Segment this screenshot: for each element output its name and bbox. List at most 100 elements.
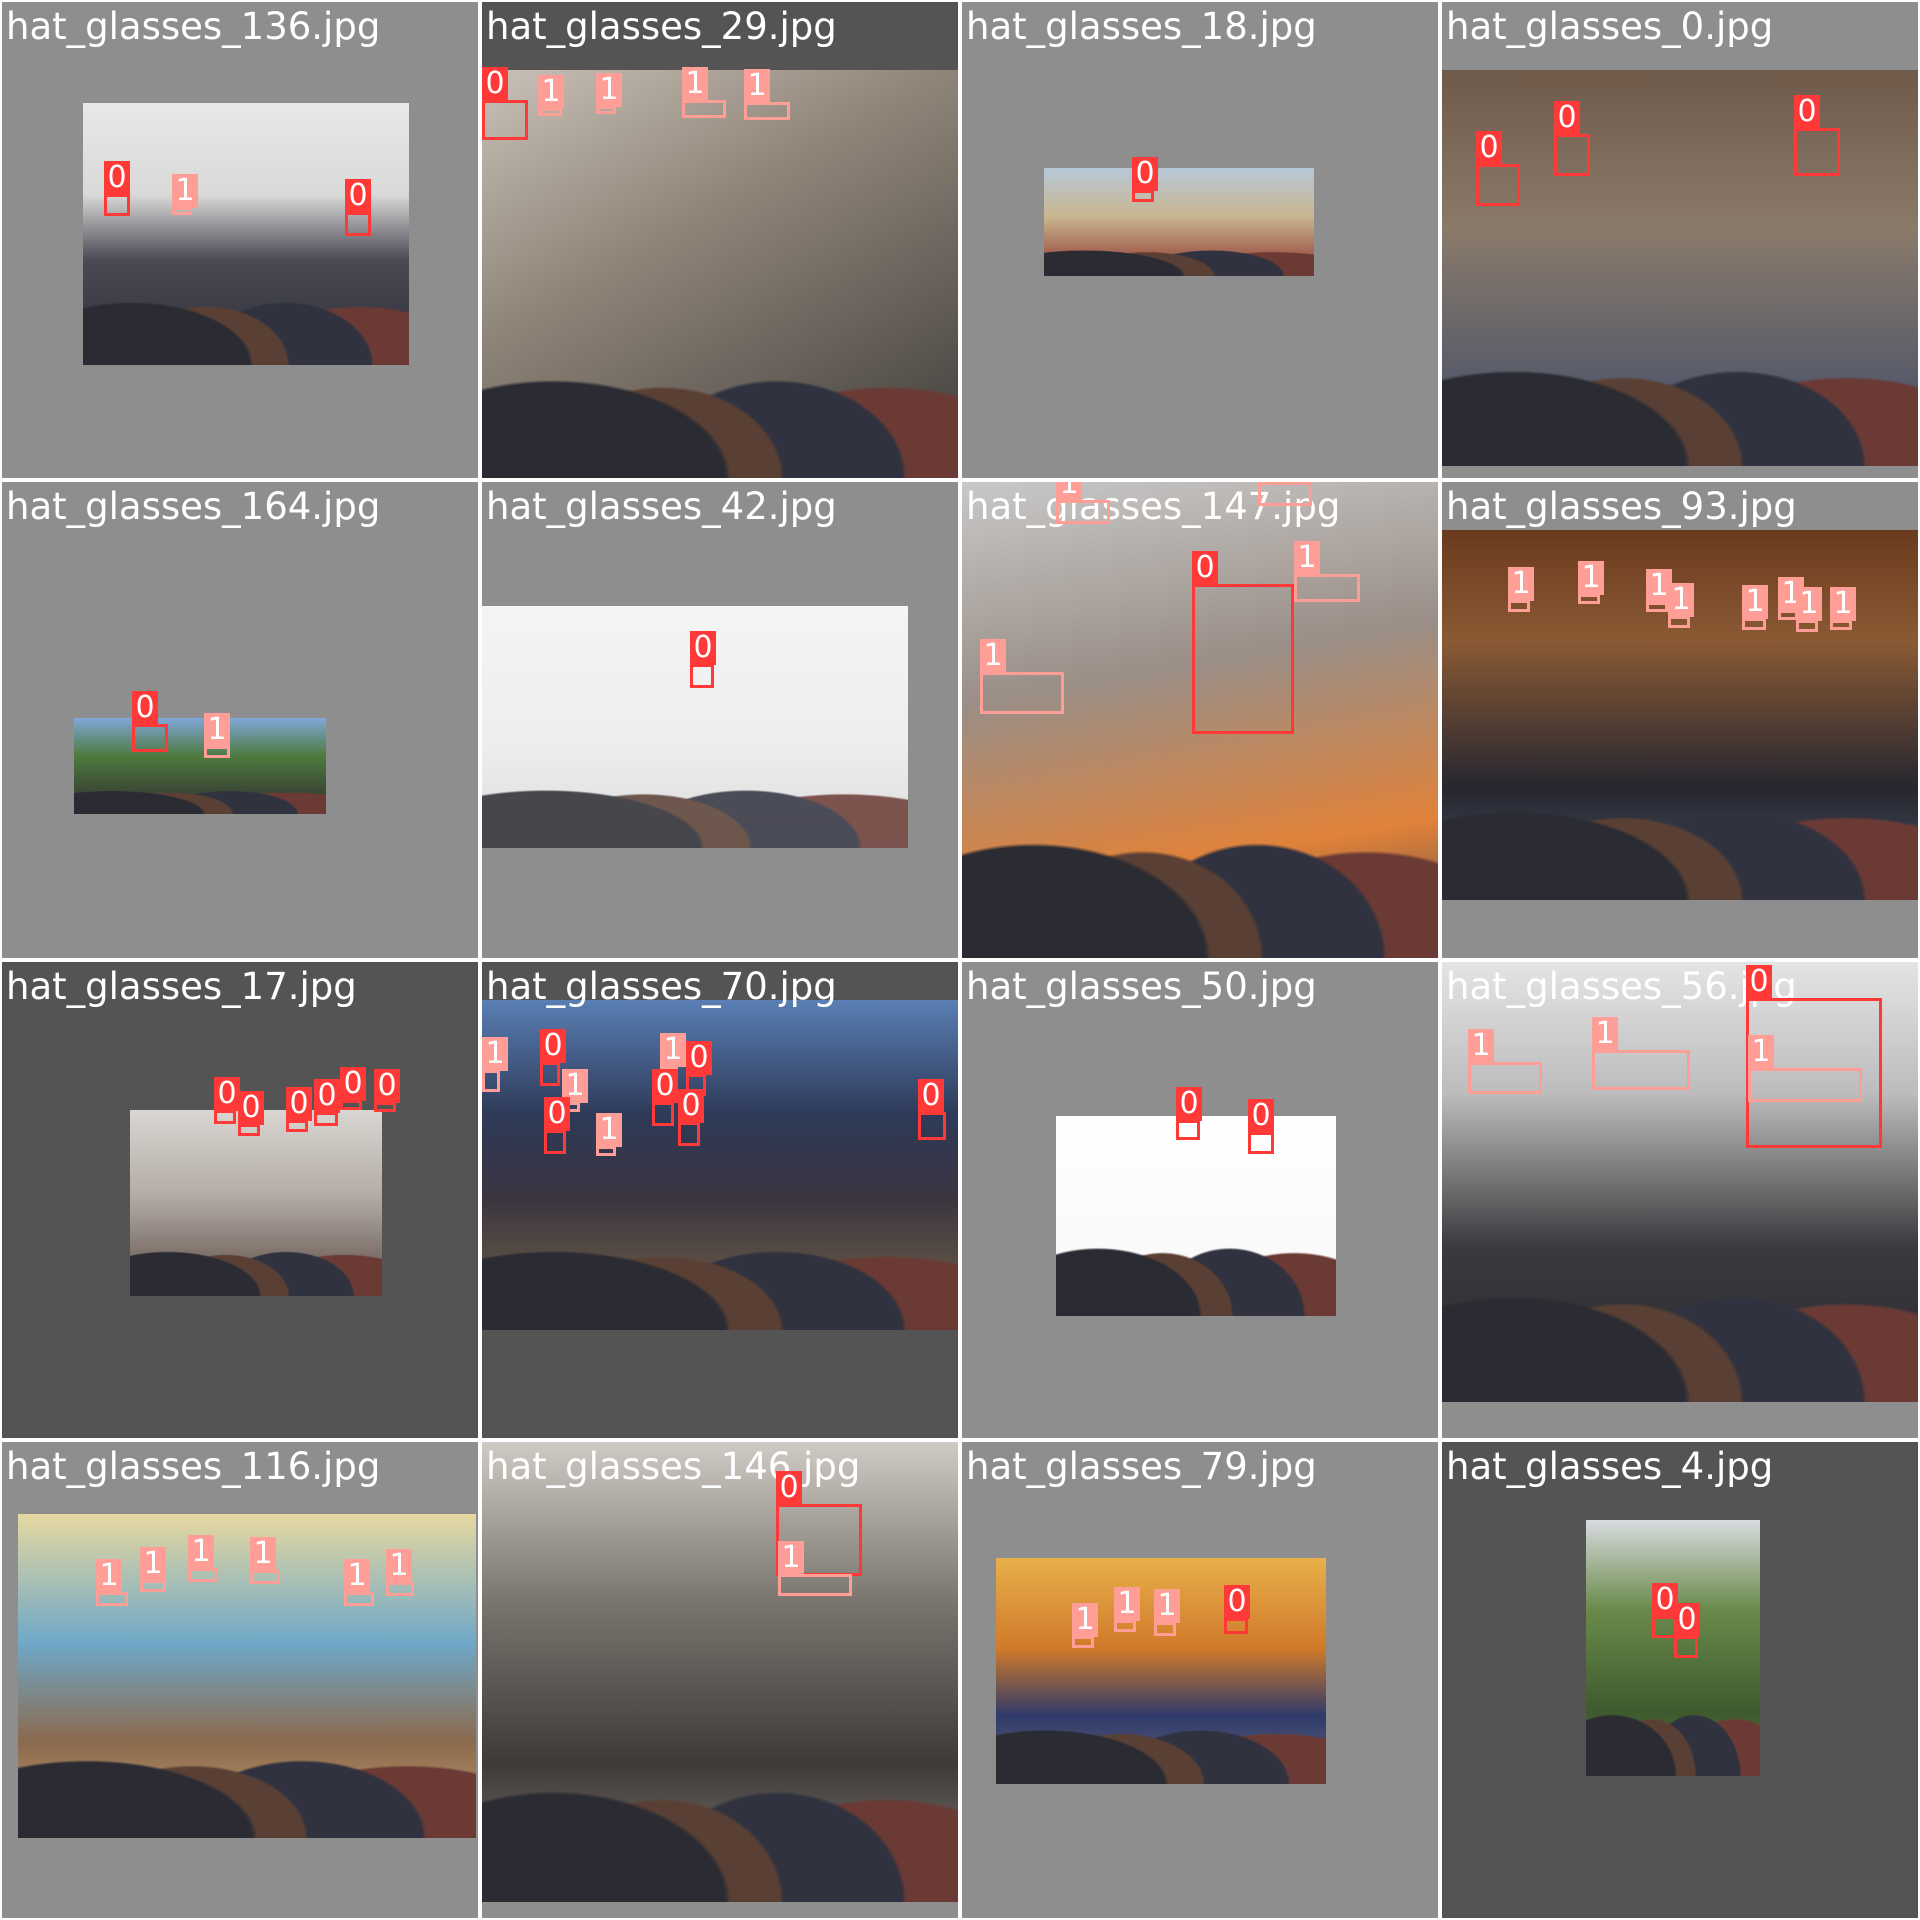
class-label: 1: [1646, 569, 1672, 603]
class-label: 0: [776, 1471, 802, 1505]
class-label: 1: [482, 1037, 508, 1071]
class-label: 0: [690, 631, 716, 665]
detection-box: 0: [1554, 101, 1590, 176]
tile-8: hat_glasses_93.jpg 1 1 1 1 1 1 1 1: [1440, 480, 1920, 960]
class-label: 0: [214, 1077, 240, 1111]
photo: [1442, 70, 1918, 466]
detection-box: 1: [1796, 587, 1822, 632]
tile-6: hat_glasses_42.jpg 0: [480, 480, 960, 960]
detection-box: 1: [1592, 1017, 1690, 1090]
class-label: 0: [1176, 1087, 1202, 1121]
detection-box: 0: [238, 1091, 264, 1136]
detection-box: 1: [980, 639, 1064, 714]
detection-box: 0: [918, 1079, 946, 1140]
class-label: 0: [686, 1041, 712, 1075]
detection-box: 0: [1132, 157, 1158, 202]
detection-box: 1: [140, 1547, 166, 1592]
detection-box: 1: [204, 713, 230, 758]
detection-box: 1: [1578, 561, 1604, 604]
detection-box: 1: [1072, 1603, 1098, 1648]
detection-box: 1: [188, 1535, 218, 1582]
class-label: 0: [918, 1079, 944, 1113]
class-label: 0: [104, 161, 130, 195]
detection-box: 0: [544, 1097, 570, 1154]
photo: [996, 1558, 1326, 1784]
class-label: 1: [1154, 1589, 1180, 1623]
photo: [1442, 962, 1918, 1402]
class-label: 0: [1554, 101, 1580, 135]
detection-box: 1: [744, 69, 790, 120]
detection-box: 1: [1468, 1029, 1542, 1094]
class-label: 1: [1114, 1587, 1140, 1621]
tile-title: hat_glasses_70.jpg: [486, 965, 837, 1008]
class-label: 0: [1476, 131, 1502, 165]
class-label: 0: [652, 1069, 678, 1103]
class-label: 1: [140, 1547, 166, 1581]
class-label: 0: [132, 691, 158, 725]
tile-title: hat_glasses_17.jpg: [6, 965, 357, 1008]
tile-1: hat_glasses_136.jpg 0 1 0: [0, 0, 480, 480]
tile-title: hat_glasses_116.jpg: [6, 1445, 381, 1488]
detection-box: 1: [596, 73, 622, 114]
class-label: 0: [345, 179, 371, 213]
class-label: 0: [340, 1067, 366, 1101]
class-label: 1: [1592, 1017, 1618, 1051]
class-label: 0: [540, 1029, 566, 1063]
detection-box: 1: [1294, 541, 1360, 602]
detection-box: 0: [652, 1069, 678, 1126]
detection-box: 0: [1674, 1603, 1700, 1658]
tile-11: hat_glasses_50.jpg 0 0: [960, 960, 1440, 1440]
tile-7: hat_glasses_147.jpg 1 1 0 1 1: [960, 480, 1440, 960]
class-label: 1: [1742, 585, 1768, 619]
detection-box: 0: [374, 1069, 400, 1112]
photo: [74, 718, 326, 814]
detection-box: 0: [1746, 965, 1882, 1148]
class-label: 1: [744, 69, 770, 103]
class-label: 1: [980, 639, 1006, 673]
tile-title: hat_glasses_56.jpg: [1446, 965, 1797, 1008]
class-label: 0: [1652, 1583, 1678, 1617]
class-label: 1: [1294, 541, 1320, 575]
detection-box: 0: [1794, 95, 1840, 176]
detection-box: 1: [1114, 1587, 1140, 1632]
class-label: 0: [1132, 157, 1158, 191]
detection-box: 0: [340, 1067, 366, 1110]
tile-2: hat_glasses_29.jpg 0 1 1 1 1: [480, 0, 960, 480]
tile-12: hat_glasses_56.jpg 1 1 0 1: [1440, 960, 1920, 1440]
detection-box: 1: [172, 174, 198, 215]
class-label: 1: [172, 174, 198, 208]
tile-title: hat_glasses_164.jpg: [6, 485, 381, 528]
detection-box: 0: [314, 1079, 340, 1126]
class-label: 1: [682, 67, 708, 101]
detection-box: 1: [386, 1549, 414, 1596]
tile-13: hat_glasses_116.jpg 1 1 1 1 1 1: [0, 1440, 480, 1920]
class-label: 0: [678, 1089, 704, 1123]
class-label: 0: [1248, 1099, 1274, 1133]
class-label: 0: [1674, 1603, 1700, 1637]
photo: [1586, 1520, 1760, 1776]
class-label: 1: [1668, 583, 1694, 617]
detection-box: 0: [482, 67, 528, 140]
class-label: 1: [1072, 1603, 1098, 1637]
class-label: 0: [1224, 1585, 1250, 1619]
tile-title: hat_glasses_0.jpg: [1446, 5, 1774, 48]
detection-box: 0: [1224, 1585, 1250, 1634]
tile-14: hat_glasses_146.jpg 0 1: [480, 1440, 960, 1920]
detection-box: 1: [682, 67, 726, 118]
class-label: 1: [1468, 1029, 1494, 1063]
tile-title: hat_glasses_4.jpg: [1446, 1445, 1774, 1488]
class-label: 1: [250, 1537, 276, 1571]
detection-box: 1: [1742, 585, 1768, 630]
detection-box: 0: [1652, 1583, 1678, 1638]
class-label: 1: [1056, 482, 1082, 501]
tile-title: hat_glasses_136.jpg: [6, 5, 381, 48]
class-label: 0: [238, 1091, 264, 1125]
tile-4: hat_glasses_0.jpg 0 0 0: [1440, 0, 1920, 480]
photo: [482, 1442, 958, 1902]
detection-box: 0: [345, 179, 371, 236]
detection-box: 0: [1192, 551, 1294, 734]
detection-box: 1: [482, 1037, 508, 1092]
class-label: 0: [544, 1097, 570, 1131]
tile-title: hat_glasses_18.jpg: [966, 5, 1317, 48]
